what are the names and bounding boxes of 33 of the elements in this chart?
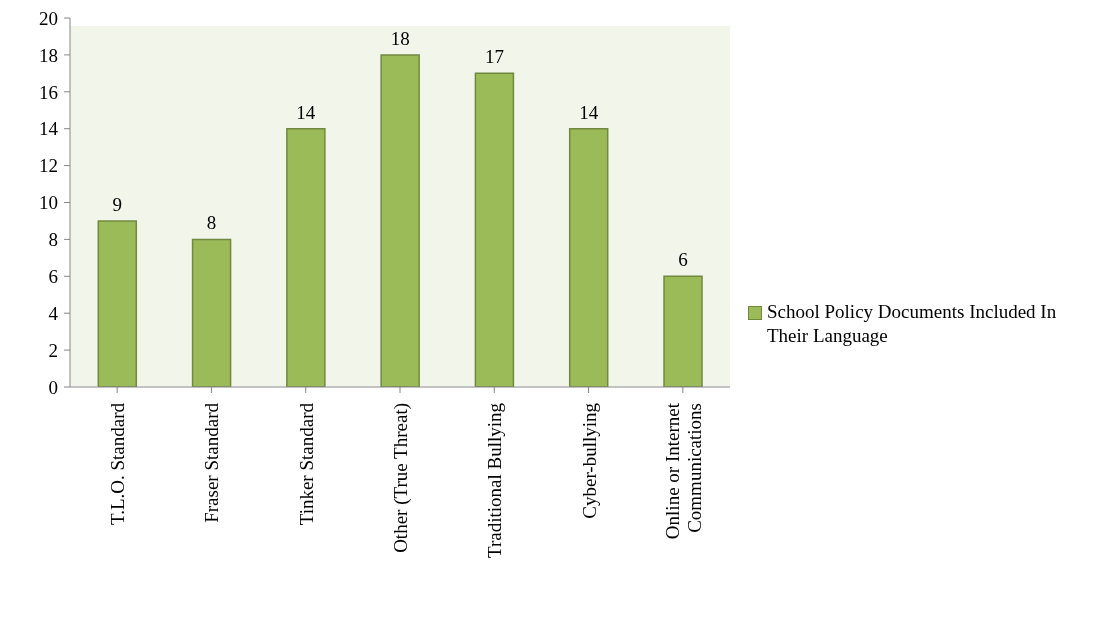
data-label: 14 xyxy=(579,101,599,123)
x-tick-label: Cyber-bullying xyxy=(578,402,600,519)
x-tick-label: Fraser Standard xyxy=(201,402,223,523)
y-tick-label: 12 xyxy=(39,155,58,177)
y-tick-label: 10 xyxy=(39,192,58,214)
bar xyxy=(568,127,609,387)
bar xyxy=(380,54,420,387)
y-tick-label: 20 xyxy=(39,7,58,29)
y-tick-label: 18 xyxy=(39,44,58,66)
y-tick-label: 14 xyxy=(39,118,59,140)
data-label: 8 xyxy=(206,212,217,234)
y-tick-label: 16 xyxy=(39,81,58,103)
bar xyxy=(191,238,232,387)
y-tick-label: 0 xyxy=(48,376,58,398)
y-tick-label: 2 xyxy=(48,339,58,361)
bar xyxy=(97,220,138,387)
bar xyxy=(474,72,515,387)
y-tick-label: 4 xyxy=(48,302,59,324)
y-tick-label: 6 xyxy=(48,266,58,288)
x-tick-label: Traditional Bullying xyxy=(484,402,506,559)
y-tick-label: 8 xyxy=(48,229,58,251)
data-label: 14 xyxy=(296,101,316,123)
data-label: 18 xyxy=(390,27,410,49)
data-label: 9 xyxy=(112,193,123,215)
x-tick-label: T.L.O. Standard xyxy=(107,402,129,526)
x-tick-label: Online or Internet Communications xyxy=(661,402,705,540)
bar xyxy=(286,127,326,387)
data-label: 17 xyxy=(484,46,504,68)
data-label: 6 xyxy=(678,249,688,271)
x-tick-label: Tinker Standard xyxy=(295,402,317,526)
bar xyxy=(663,275,703,387)
legend-label: School Policy Documents Included In Their Language xyxy=(767,300,1058,348)
x-tick-label: Other (True Threat) xyxy=(390,403,412,553)
